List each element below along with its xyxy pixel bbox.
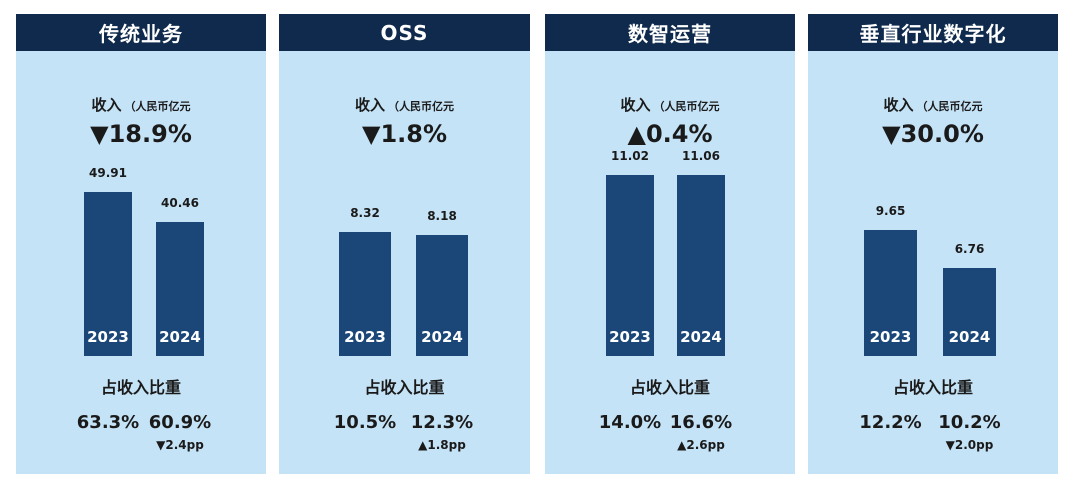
revenue-label: 收入 （人民币亿元 bbox=[91, 96, 191, 114]
chart-panel: 垂直行业数字化收入 （人民币亿元 ▼30.0% 2023 9.65 12.2% 2024 6.… bbox=[808, 14, 1058, 474]
revenue-unit: （人民币亿元 bbox=[124, 100, 191, 113]
bar-year-label: 2023 bbox=[87, 328, 129, 346]
revenue-unit: （人民币亿元 bbox=[916, 100, 983, 113]
revenue-change: ▲0.4% bbox=[627, 120, 713, 148]
bar-value-label: 8.18 bbox=[427, 209, 457, 223]
panel-title: 传统业务 bbox=[16, 14, 266, 51]
bar-year-label: 2024 bbox=[159, 328, 201, 346]
share-change: ▼2.4pp bbox=[156, 438, 204, 452]
panel-title: OSS bbox=[279, 14, 530, 51]
share-value: 60.9% bbox=[148, 412, 212, 433]
revenue-label: 收入 （人民币亿元 bbox=[354, 96, 454, 114]
bar-value-label: 8.32 bbox=[350, 206, 380, 220]
chart-panel: 传统业务收入 （人民币亿元 ▼18.9% 2023 49.91 63.3% 2024 40.4… bbox=[16, 14, 266, 474]
share-value: 12.2% bbox=[859, 412, 922, 433]
share-label: 占收入比重 bbox=[892, 378, 973, 397]
bar-value-label: 6.76 bbox=[954, 242, 985, 256]
bar-year-label: 2024 bbox=[680, 328, 722, 346]
bar-2024: 2024 bbox=[416, 235, 468, 356]
bar-value-label: 49.91 bbox=[89, 166, 127, 180]
share-value: 10.5% bbox=[333, 412, 397, 433]
bar-2024: 2024 bbox=[943, 268, 996, 356]
chart-panel: 数智运营收入 （人民币亿元 ▲0.4% 2023 11.02 14.0% 2024 11.06… bbox=[545, 14, 795, 474]
bar-year-label: 2023 bbox=[344, 328, 386, 346]
share-value: 10.2% bbox=[938, 412, 1001, 433]
bar-year-label: 2023 bbox=[869, 328, 912, 346]
share-label: 占收入比重 bbox=[364, 378, 445, 397]
bar-year-label: 2024 bbox=[421, 328, 463, 346]
bar-value-label: 40.46 bbox=[161, 196, 199, 210]
share-value: 63.3% bbox=[76, 412, 140, 433]
revenue-change: ▼1.8% bbox=[361, 120, 448, 148]
share-value: 12.3% bbox=[410, 412, 474, 433]
bar-year-label: 2023 bbox=[609, 328, 651, 346]
share-label: 占收入比重 bbox=[100, 378, 181, 397]
bar-2023: 2023 bbox=[339, 232, 391, 356]
bar-value-label: 11.02 bbox=[611, 149, 649, 163]
share-value: 16.6% bbox=[669, 412, 733, 433]
revenue-label: 收入 （人民币亿元 bbox=[883, 96, 983, 114]
share-change: ▼2.0pp bbox=[945, 438, 994, 452]
bar-value-label: 9.65 bbox=[875, 204, 906, 218]
share-label: 占收入比重 bbox=[629, 378, 710, 397]
share-change: ▲2.6pp bbox=[677, 438, 725, 452]
share-value: 14.0% bbox=[598, 412, 662, 433]
bar-2024: 2024 bbox=[677, 175, 725, 356]
revenue-unit: （人民币亿元 bbox=[653, 100, 720, 113]
panel-title: 垂直行业数字化 bbox=[808, 14, 1058, 51]
bar-value-label: 11.06 bbox=[682, 149, 720, 163]
bar-2024: 2024 bbox=[156, 222, 204, 356]
chart-panel: OSS 收入 （人民币亿元 ▼1.8% 2023 8.32 10.5% 2024 8.18 12.… bbox=[279, 14, 530, 474]
bar-2023: 2023 bbox=[84, 192, 132, 356]
revenue-unit: （人民币亿元 bbox=[388, 100, 454, 113]
bar-2023: 2023 bbox=[606, 175, 654, 356]
share-change: ▲1.8pp bbox=[418, 438, 466, 452]
bar-2023: 2023 bbox=[864, 230, 917, 356]
revenue-change: ▼18.9% bbox=[90, 120, 192, 148]
panel-title: 数智运营 bbox=[545, 14, 795, 51]
revenue-label: 收入 （人民币亿元 bbox=[620, 96, 720, 114]
revenue-change: ▼30.0% bbox=[882, 120, 984, 148]
bar-year-label: 2024 bbox=[948, 328, 991, 346]
